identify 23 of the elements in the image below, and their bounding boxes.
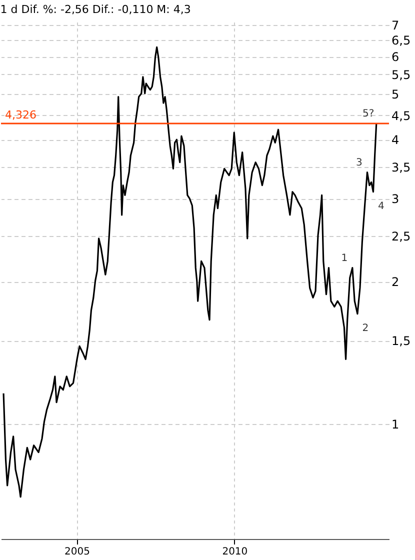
annotation: 3	[356, 157, 362, 168]
annotation: 4	[378, 200, 384, 212]
y-tick-label: 3	[392, 192, 400, 206]
y-tick-label: 1	[392, 417, 400, 432]
annotation: 1	[341, 252, 348, 264]
y-tick-label: 7	[392, 18, 400, 32]
ref-line-label: 4,326	[5, 108, 36, 122]
line-series	[2, 46, 378, 498]
y-tick-label: 5	[392, 87, 400, 102]
y-tick-label: 6,5	[392, 34, 411, 48]
annotation: 2	[362, 322, 369, 334]
x-tick-label: 2010	[222, 546, 248, 558]
y-tick-label: 5,5	[392, 68, 411, 82]
y-tick-label: 3,5	[392, 160, 411, 174]
y-tick-label: 4,5	[392, 108, 411, 123]
y-tick-label: 2	[392, 275, 400, 290]
y-tick-label: 2,5	[392, 229, 411, 244]
x-tick-label: 2005	[64, 546, 90, 558]
y-tick-label: 4	[392, 133, 400, 148]
y-tick-label: 1,5	[392, 334, 411, 348]
chart-title: 1 d Dif. %: -2,56 Dif.: -0,110 M: 4,3	[0, 2, 191, 16]
annotation: 5?	[362, 108, 374, 120]
y-tick-label: 6	[392, 50, 400, 64]
